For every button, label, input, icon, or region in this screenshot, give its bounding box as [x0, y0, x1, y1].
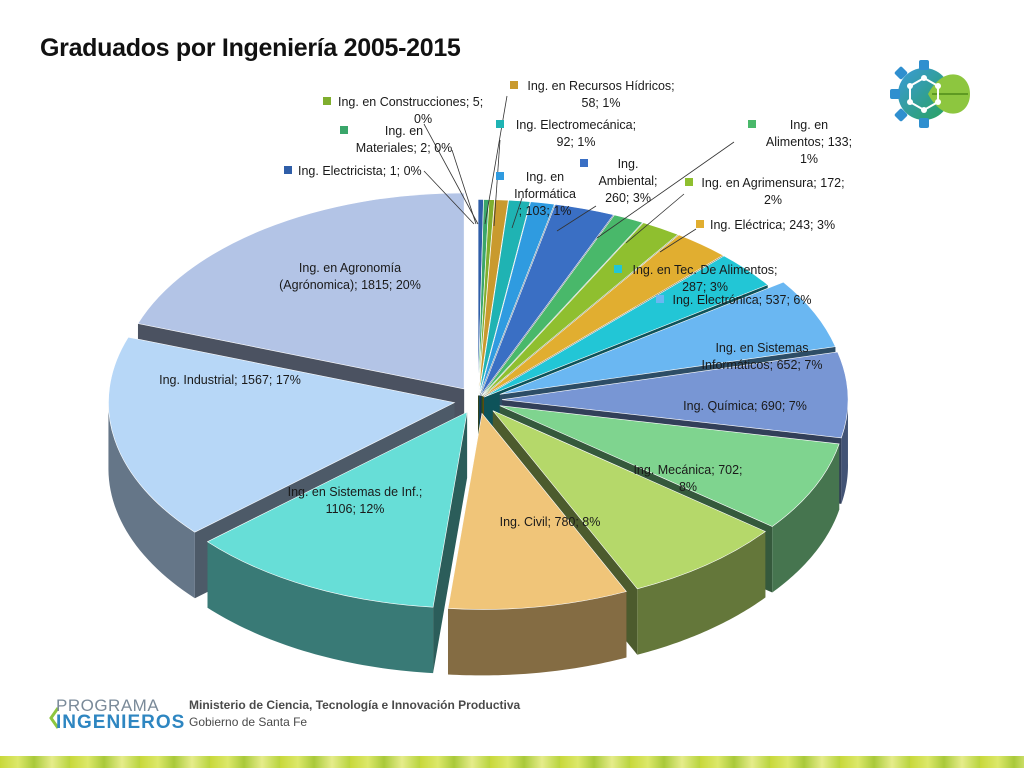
slice-rim — [207, 541, 434, 674]
slice-label: Ing. en Recursos Hídricos; 58; 1% — [527, 79, 674, 110]
legend-swatch — [496, 120, 504, 128]
leader-line — [596, 141, 735, 239]
slice-label: Ing. Ambiental; 260; 3% — [598, 157, 657, 205]
legend-swatch — [510, 81, 518, 89]
slice-rim — [772, 443, 840, 593]
leader-line — [451, 149, 477, 225]
legend-swatch — [340, 126, 348, 134]
leader-lines — [423, 95, 735, 253]
pie-slice-17 — [206, 411, 468, 608]
slice-label: Ing. Industrial; 1567; 17% — [159, 373, 301, 387]
government-label: Gobierno de Santa Fe — [189, 715, 308, 729]
pie-slice-19 — [137, 192, 465, 390]
slice-rim — [447, 591, 627, 676]
slice-label: Ing. en Construcciones; 5; 0% — [338, 95, 483, 126]
ministry-label: Ministerio de Ciencia, Tecnología e Inno… — [189, 698, 521, 712]
chart-title: Graduados por Ingeniería 2005-2015 — [40, 34, 461, 62]
pie-slice-14 — [499, 405, 840, 527]
slice-label: Ing. Mecánica; 702; 8% — [633, 463, 742, 494]
pie-slice-11 — [483, 255, 769, 398]
slice-label: Ing. en Sistemas de Inf.; 1106; 12% — [288, 485, 423, 516]
pie-slice-5 — [478, 199, 531, 396]
slice-label: Ing. en Informática; 103; 1% — [514, 170, 576, 218]
gear-leaf-logo-icon — [890, 60, 970, 128]
pie-slice-15 — [492, 410, 766, 590]
ingenieros-label: INGENIEROS — [56, 712, 186, 733]
slice-label: Ing. Electromecánica; 92; 1% — [516, 118, 636, 149]
pie-slice-12 — [499, 281, 836, 395]
pie-slice-9 — [481, 222, 679, 397]
pie-slice-8 — [481, 214, 644, 397]
legend-swatch — [614, 265, 622, 273]
data-labels: Ing. Electricista; 1; 0% Ing. en Materiale… — [159, 79, 852, 529]
pie-slice-16 — [447, 412, 627, 610]
slice-label: Ing. en Agronomía (Agrónomica); 1815; 20% — [279, 261, 421, 292]
slice-label: Ing. Electrónica; 537; 6% — [673, 293, 812, 307]
pie-slice-13 — [501, 351, 849, 439]
pie-slice-7 — [480, 204, 614, 396]
leader-line — [625, 193, 685, 244]
leader-line — [493, 139, 501, 227]
pie-slice-18 — [108, 336, 456, 533]
slice-label: Ing. Electricista; 1; 0% — [298, 164, 422, 178]
pie-chart: Ing. Electricista; 1; 0% Ing. en Materiale… — [108, 79, 852, 676]
legend-swatch — [748, 120, 756, 128]
ring-logo-icon — [49, 707, 60, 729]
legend-swatch — [323, 97, 331, 105]
decorative-bottom-band — [0, 756, 1024, 768]
leader-line — [556, 205, 597, 232]
slice-rim — [108, 403, 195, 599]
slice-label: Ing. en Materiales; 2; 0% — [356, 124, 453, 155]
leader-line — [511, 197, 523, 229]
legend-swatch — [496, 172, 504, 180]
program-label: PROGRAMA — [56, 696, 160, 715]
slice-label: Ing. Eléctrica; 243; 3% — [710, 218, 835, 232]
slice-label: Ing. en Sistemas Informáticos; 652; 7% — [702, 341, 823, 372]
pie-slice-6 — [479, 201, 555, 396]
legend-swatch — [580, 159, 588, 167]
pie-slice-10 — [482, 234, 724, 397]
slice-rim — [841, 396, 848, 504]
leader-line — [423, 123, 479, 225]
leader-line — [484, 95, 508, 225]
slice-label: Ing. en Tec. De Alimentos; 287; 3% — [633, 263, 778, 294]
slice-rim — [637, 531, 766, 655]
leader-line — [659, 228, 697, 253]
legend-swatch — [284, 166, 292, 174]
legend-swatch — [696, 220, 704, 228]
slice-label: Ing. en Agrimensura; 172; 2% — [701, 176, 844, 207]
leader-line — [423, 170, 475, 225]
programa-ingenieros-logo: PROGRAMA INGENIEROS — [48, 696, 184, 736]
legend-swatch — [685, 178, 693, 186]
slice-label: Ing. en Alimentos; 133; 1% — [766, 118, 852, 166]
slice-label: Ing. Civil; 780; 8% — [500, 515, 601, 529]
slice-label: Ing. Química; 690; 7% — [683, 399, 807, 413]
legend-swatch — [656, 295, 664, 303]
pie-slice-4 — [478, 199, 509, 396]
pie-tops — [108, 192, 849, 610]
